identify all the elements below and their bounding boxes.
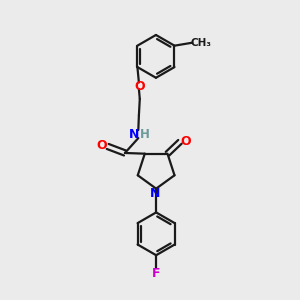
Text: H: H bbox=[140, 128, 150, 141]
Text: O: O bbox=[96, 139, 107, 152]
Text: O: O bbox=[181, 135, 191, 148]
Text: CH₃: CH₃ bbox=[191, 38, 212, 48]
Text: N: N bbox=[150, 188, 161, 200]
Text: N: N bbox=[129, 128, 139, 141]
Text: O: O bbox=[134, 80, 145, 93]
Text: F: F bbox=[152, 266, 161, 280]
